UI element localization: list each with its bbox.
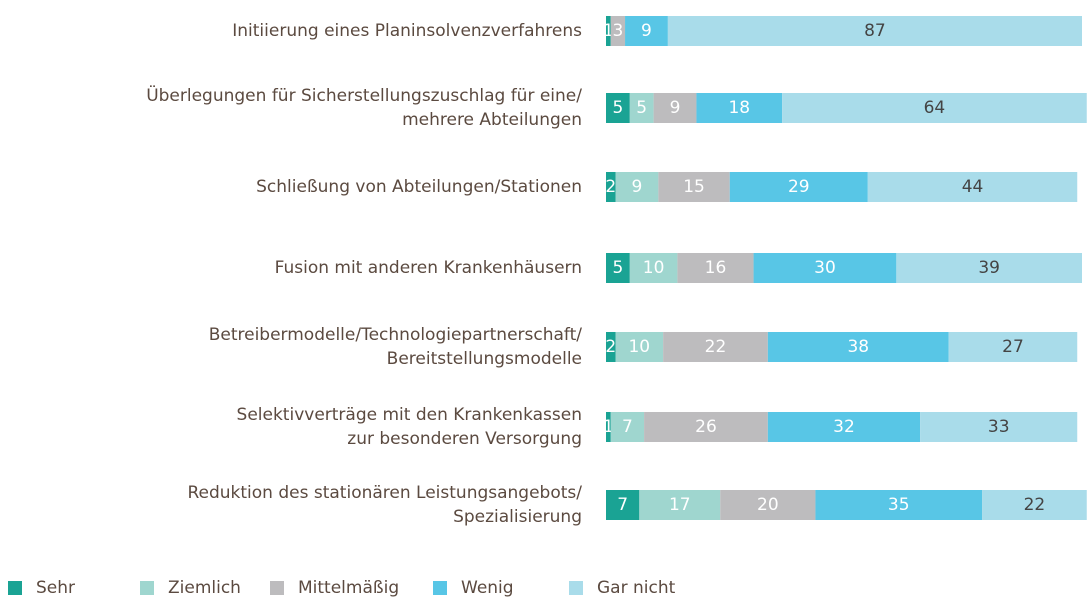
bar-segment <box>658 172 730 202</box>
value-label: 9 <box>632 177 643 197</box>
bar-segment <box>867 172 1078 202</box>
legend-swatch <box>8 581 22 595</box>
value-label: 87 <box>864 21 886 41</box>
value-label: 22 <box>705 337 727 357</box>
bar-segment <box>729 172 868 202</box>
value-label: 22 <box>1024 495 1046 515</box>
bar-segment <box>606 172 616 202</box>
bar-segment <box>948 332 1078 362</box>
legend-swatch <box>270 581 284 595</box>
bar-segment <box>625 16 668 46</box>
bar-segment <box>720 490 816 520</box>
bar-segment <box>606 16 611 46</box>
value-label: 30 <box>814 258 836 278</box>
category-label: Fusion mit anderen Krankenhäusern <box>274 258 582 278</box>
bar-segment <box>815 490 983 520</box>
value-label: 64 <box>924 98 946 118</box>
bar-segment <box>606 412 611 442</box>
value-label: 3 <box>612 21 623 41</box>
bar-segment <box>896 253 1082 283</box>
value-label: 7 <box>622 417 633 437</box>
value-label: 38 <box>847 337 869 357</box>
value-label: 18 <box>728 98 750 118</box>
value-label: 1 <box>603 21 614 41</box>
bar-segment <box>644 412 768 442</box>
value-label: 16 <box>705 258 727 278</box>
bar-segment <box>606 332 616 362</box>
bar-segment <box>920 412 1078 442</box>
value-label: 9 <box>641 21 652 41</box>
value-label: 33 <box>988 417 1010 437</box>
value-label: 15 <box>683 177 705 197</box>
bar-segment <box>782 93 1087 123</box>
value-label: 39 <box>978 258 1000 278</box>
bar-segment <box>606 93 630 123</box>
bar-segment <box>615 172 659 202</box>
bar-segment <box>629 253 678 283</box>
legend-label: Gar nicht <box>597 578 676 598</box>
value-label: 2 <box>605 177 616 197</box>
bar-segment <box>615 332 664 362</box>
legend-swatch <box>433 581 447 595</box>
value-label: 44 <box>962 177 984 197</box>
value-label: 1 <box>603 417 614 437</box>
bar-segment <box>653 93 697 123</box>
value-label: 20 <box>757 495 779 515</box>
legend-swatch <box>140 581 154 595</box>
category-label: Selektivverträge mit den Krankenkassen z… <box>236 405 582 449</box>
bar-segment <box>767 412 921 442</box>
bar-segment <box>677 253 754 283</box>
value-label: 35 <box>888 495 910 515</box>
bar-segment <box>606 490 640 520</box>
value-label: 5 <box>636 98 647 118</box>
value-label: 5 <box>612 98 623 118</box>
bar-segment <box>696 93 783 123</box>
bar-segment <box>663 332 768 362</box>
bar-segment <box>982 490 1087 520</box>
legend-swatch <box>569 581 583 595</box>
value-label: 5 <box>612 258 623 278</box>
value-label: 17 <box>669 495 691 515</box>
legend-label: Sehr <box>36 578 75 598</box>
bar-segment <box>639 490 721 520</box>
bar-segment <box>629 93 654 123</box>
bar-segment <box>753 253 897 283</box>
value-label: 32 <box>833 417 855 437</box>
category-label: Reduktion des stationären Leistungsangeb… <box>187 483 582 527</box>
value-label: 9 <box>670 98 681 118</box>
value-label: 26 <box>695 417 717 437</box>
legend-label: Ziemlich <box>168 578 241 598</box>
bar-segment <box>667 16 1082 46</box>
value-label: 27 <box>1002 337 1024 357</box>
category-label: Überlegungen für Sicherstellungszuschlag… <box>146 86 582 130</box>
legend-label: Wenig <box>461 578 514 598</box>
bar-segment <box>767 332 949 362</box>
bar-segment <box>606 253 630 283</box>
value-label: 2 <box>605 337 616 357</box>
category-label: Schließung von Abteilungen/Stationen <box>256 177 582 197</box>
value-label: 29 <box>788 177 810 197</box>
value-label: 7 <box>617 495 628 515</box>
bar-segment <box>610 16 626 46</box>
bar-segment <box>610 412 645 442</box>
category-label: Initiierung eines Planinsolvenzverfahren… <box>232 21 582 41</box>
legend-label: Mittelmäßig <box>298 578 399 598</box>
category-label: Betreibermodelle/Technologiepartnerschaf… <box>208 325 582 369</box>
value-label: 10 <box>628 337 650 357</box>
value-label: 10 <box>643 258 665 278</box>
